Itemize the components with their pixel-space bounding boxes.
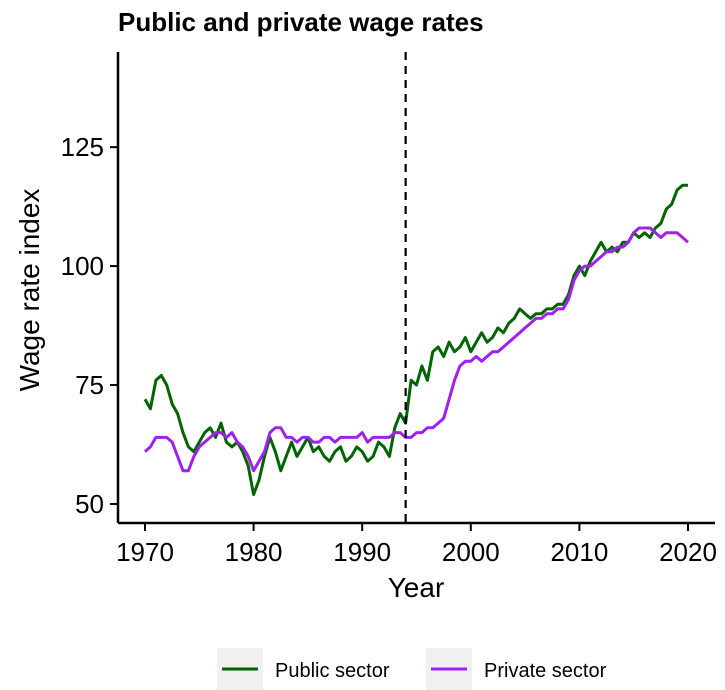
y-tick-label: 50 (75, 489, 104, 519)
x-tick-label: 2000 (442, 537, 500, 567)
legend-item-public: Public sector (217, 648, 390, 690)
x-tick-label: 1980 (225, 537, 283, 567)
legend: Public sector Private sector (217, 648, 607, 690)
x-axis-title: Year (388, 572, 445, 603)
y-axis-ticks: 50 75 100 125 (61, 132, 118, 519)
x-tick-label: 1970 (116, 537, 174, 567)
series-line-private (144, 226, 689, 473)
y-tick-label: 100 (61, 251, 104, 281)
series-line-public (143, 183, 688, 496)
series-layer (143, 183, 689, 496)
legend-label-public: Public sector (275, 660, 390, 682)
plot-area (143, 52, 689, 523)
x-tick-label: 2010 (550, 537, 608, 567)
x-tick-label: 2020 (659, 537, 717, 567)
chart-title: Public and private wage rates (118, 7, 484, 37)
y-axis-title: Wage rate index (14, 189, 45, 392)
y-tick-label: 75 (75, 370, 104, 400)
y-tick-label: 125 (61, 132, 104, 162)
legend-item-private: Private sector (426, 648, 607, 690)
legend-label-private: Private sector (484, 660, 607, 682)
x-tick-label: 1990 (333, 537, 391, 567)
x-axis-ticks: 1970 1980 1990 2000 2010 2020 (116, 523, 717, 567)
axes: 1970 1980 1990 2000 2010 2020 50 75 100 125 (61, 52, 717, 567)
